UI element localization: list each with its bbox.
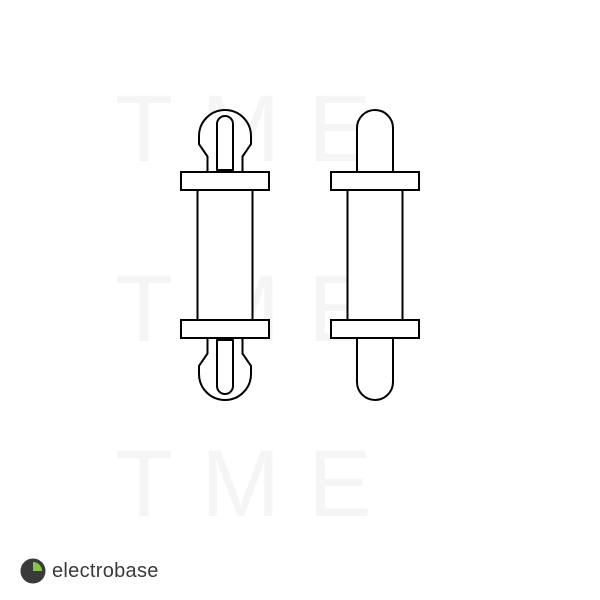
logo-icon	[20, 558, 46, 584]
diagram-canvas: TME TME TME electrobase	[0, 0, 600, 600]
technical-drawing	[0, 0, 600, 600]
brand-logo: electrobase	[20, 558, 159, 584]
logo-text: electrobase	[52, 560, 159, 583]
